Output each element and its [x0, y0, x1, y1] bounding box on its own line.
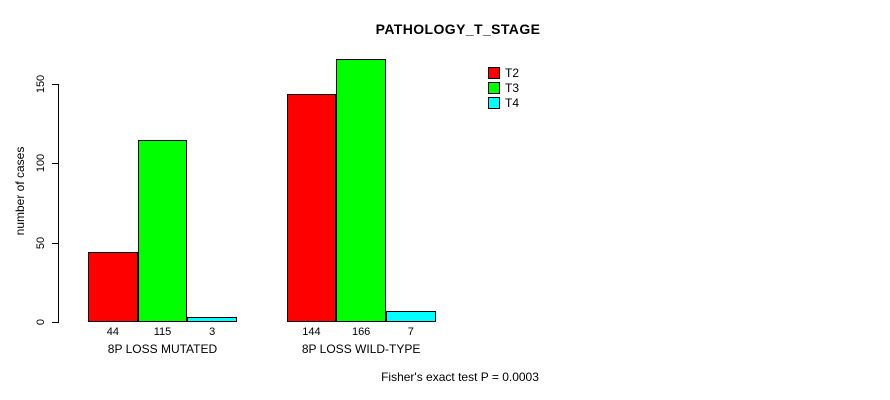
legend-item-T4: T4 [488, 95, 519, 110]
legend-swatch-icon [488, 81, 500, 94]
bar-value-label: 7 [407, 326, 414, 338]
y-tick-label: 150 [35, 74, 47, 94]
bar-T3 [336, 58, 386, 322]
legend-item-T3: T3 [488, 80, 519, 95]
legend-swatch-icon [488, 66, 500, 79]
y-tick-label: 0 [35, 318, 47, 326]
annotation-text: Fisher's exact test P = 0.0003 [381, 370, 539, 384]
legend-item-T2: T2 [488, 65, 519, 80]
y-axis-label: number of cases [13, 146, 27, 236]
bar-T4 [187, 317, 237, 322]
legend-label: T3 [505, 80, 520, 95]
y-tick-mark [52, 242, 58, 244]
y-tick-mark [52, 84, 58, 85]
y-axis-line [58, 84, 59, 323]
legend-label: T2 [505, 65, 520, 80]
category-label: 8P LOSS MUTATED [107, 342, 218, 356]
y-tick-label: 50 [35, 236, 47, 249]
legend: T2 T3 T4 [488, 65, 519, 110]
bar-T2 [286, 93, 337, 322]
y-tick-mark [52, 163, 58, 165]
y-tick-mark [52, 322, 58, 323]
y-tick-label: 100 [35, 154, 47, 173]
legend-swatch-icon [488, 96, 500, 109]
bar-T3 [137, 139, 188, 322]
bar-value-label: 144 [302, 326, 321, 338]
bar-value-label: 44 [106, 326, 119, 338]
bar-T4 [385, 310, 436, 322]
legend-label: T4 [505, 95, 520, 110]
chart-title: PATHOLOGY_T_STAGE [375, 21, 541, 37]
bar-value-label: 166 [351, 326, 371, 338]
bar-value-label: 3 [209, 326, 216, 338]
category-label: 8P LOSS WILD-TYPE [301, 342, 421, 356]
bar-value-label: 115 [153, 326, 172, 338]
bar-T2 [88, 252, 138, 322]
